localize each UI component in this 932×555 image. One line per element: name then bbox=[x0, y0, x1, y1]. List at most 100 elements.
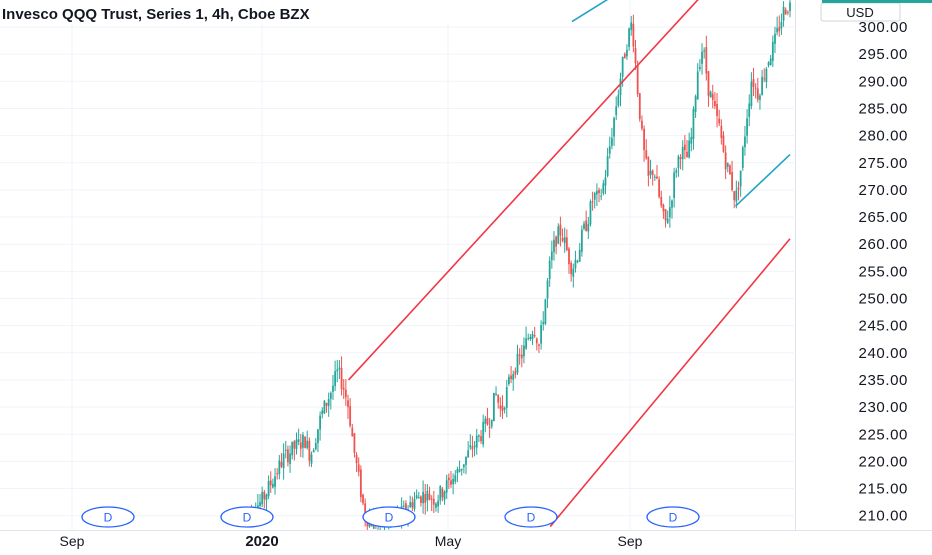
candle-body bbox=[284, 449, 287, 451]
dividend-marker[interactable]: D bbox=[504, 506, 558, 528]
candle-body bbox=[679, 157, 682, 160]
trend-line-red[interactable] bbox=[347, 0, 703, 381]
candle-body bbox=[460, 468, 463, 471]
candle-body bbox=[714, 100, 716, 107]
candle-body bbox=[520, 354, 523, 359]
candle-body bbox=[471, 446, 474, 450]
candle-body bbox=[587, 223, 590, 232]
candle-body bbox=[508, 376, 510, 384]
candle-body bbox=[683, 144, 686, 151]
trend-line-teal[interactable] bbox=[571, 0, 616, 23]
trend-lines[interactable] bbox=[347, 0, 791, 528]
candle-body bbox=[767, 62, 770, 66]
candle-body bbox=[516, 353, 519, 373]
candle-body bbox=[473, 445, 476, 447]
candle-body bbox=[362, 494, 364, 504]
trend-line-teal[interactable] bbox=[734, 154, 791, 207]
price-tick-label: 235.00 bbox=[859, 372, 908, 389]
candle-body bbox=[750, 81, 753, 106]
last-price-marker bbox=[822, 0, 932, 3]
candle-body bbox=[681, 147, 684, 160]
candle-body bbox=[454, 475, 457, 482]
dividend-marker[interactable]: D bbox=[220, 506, 274, 528]
dividend-marker-badge bbox=[646, 506, 700, 528]
dividend-marker[interactable]: D bbox=[646, 506, 700, 528]
candle-body bbox=[355, 454, 358, 464]
candle-body bbox=[364, 503, 367, 521]
candle-body bbox=[274, 476, 276, 487]
candle-body bbox=[673, 172, 676, 199]
candle-body bbox=[276, 473, 279, 475]
price-tick-label: 295.00 bbox=[859, 46, 908, 63]
candle-body bbox=[499, 405, 502, 409]
candle-body bbox=[641, 120, 643, 129]
price-axis[interactable]: 300.00 295.00 290.00 285.00 280.00 275.00 270.… bbox=[795, 0, 932, 530]
candle-body bbox=[733, 191, 736, 201]
candle-body bbox=[615, 106, 618, 116]
dividend-marker-label: D bbox=[243, 511, 252, 525]
time-label-may: May bbox=[435, 533, 461, 549]
candle-body bbox=[332, 385, 334, 392]
candle-body bbox=[658, 179, 661, 197]
candle-body bbox=[495, 393, 497, 395]
candle-body bbox=[514, 371, 517, 375]
candle-body bbox=[580, 229, 583, 252]
candle-body bbox=[338, 367, 341, 370]
price-tick-label: 230.00 bbox=[859, 399, 908, 416]
trend-line-red[interactable] bbox=[549, 238, 791, 528]
candle-body bbox=[437, 500, 440, 507]
candle-body bbox=[323, 400, 326, 414]
price-tick-label: 250.00 bbox=[859, 291, 908, 308]
candle-body bbox=[591, 201, 594, 203]
candle-body bbox=[570, 262, 573, 275]
candle-body bbox=[467, 450, 470, 458]
candle-body bbox=[752, 79, 755, 87]
candle-body bbox=[443, 491, 446, 500]
candle-body bbox=[660, 197, 663, 206]
candle-body bbox=[668, 207, 671, 218]
candle-body bbox=[632, 23, 635, 47]
candle-body bbox=[544, 299, 547, 324]
candle-body bbox=[578, 249, 581, 262]
candle-body bbox=[409, 502, 412, 508]
candle-body bbox=[778, 27, 781, 32]
candle-body bbox=[731, 172, 733, 190]
candle-body bbox=[786, 11, 789, 13]
candle-body bbox=[548, 260, 551, 280]
candle-body bbox=[705, 47, 708, 74]
time-axis[interactable]: Sep 2020 May Sep bbox=[0, 530, 932, 550]
candle-body bbox=[538, 344, 540, 346]
candle-body bbox=[531, 334, 534, 340]
candle-body bbox=[490, 419, 493, 427]
price-tick-label: 255.00 bbox=[859, 263, 908, 280]
price-axis-background bbox=[795, 0, 932, 530]
candle-body bbox=[278, 460, 281, 475]
dividend-marker-badge bbox=[81, 506, 135, 528]
candle-body bbox=[630, 22, 633, 30]
candle-body bbox=[761, 76, 764, 95]
candle-body bbox=[447, 477, 450, 481]
candle-body bbox=[492, 392, 495, 422]
candle-body bbox=[342, 387, 345, 390]
candle-body bbox=[656, 176, 658, 179]
candle-body bbox=[595, 190, 598, 195]
candle-body bbox=[744, 136, 746, 148]
candle-body bbox=[546, 280, 549, 299]
candle-body bbox=[456, 469, 459, 474]
dividend-marker[interactable]: D bbox=[362, 506, 416, 528]
candle-body bbox=[299, 442, 302, 449]
candle-body bbox=[542, 322, 545, 325]
candle-body bbox=[568, 248, 570, 265]
dividend-marker[interactable]: D bbox=[81, 506, 135, 528]
candle-body bbox=[310, 454, 313, 464]
candle-body bbox=[559, 224, 562, 236]
candle-body bbox=[765, 68, 768, 83]
candle-body bbox=[450, 480, 452, 485]
candle-body bbox=[302, 434, 304, 448]
candle-body bbox=[572, 268, 575, 277]
candle-body bbox=[510, 375, 512, 380]
dividend-marker-label: D bbox=[104, 511, 113, 525]
